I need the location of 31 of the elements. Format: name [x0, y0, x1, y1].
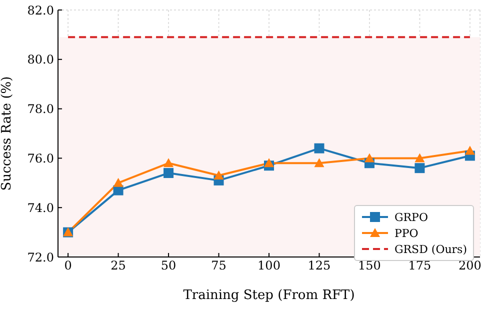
x-tick-label: 150: [358, 258, 381, 273]
x-tick-label: 50: [160, 258, 176, 273]
y-tick-label: 72.0: [27, 250, 54, 264]
point: [164, 168, 174, 178]
x-tick-label: 0: [64, 258, 72, 273]
point: [214, 170, 224, 180]
legend-label: GRPO: [394, 210, 428, 224]
y-tick-label: 80.0: [27, 52, 54, 67]
x-axis-title: Training Step (From RFT): [183, 288, 355, 303]
point: [414, 163, 425, 174]
x-tick-label: 25: [110, 258, 126, 273]
point: [314, 143, 324, 154]
point: [314, 158, 324, 168]
x-tick-label: 200: [458, 258, 482, 273]
point: [414, 153, 425, 162]
point: [364, 153, 374, 162]
point: [264, 158, 274, 168]
x-tick-label: 175: [408, 258, 432, 273]
point: [113, 178, 124, 187]
y-tick-label: 82.0: [27, 3, 54, 18]
y-axis-title: Success Rate (%): [0, 76, 15, 191]
point: [164, 158, 174, 168]
legend-label: PPO: [394, 226, 418, 240]
x-tick-label: 100: [258, 258, 280, 273]
y-tick-label: 78.0: [27, 102, 54, 116]
y-tick-label: 74.0: [27, 200, 54, 215]
legend-label: GRSD (Ours): [394, 242, 467, 256]
y-tick-label: 76.0: [27, 151, 54, 166]
point: [464, 146, 475, 155]
x-tick-label: 125: [308, 258, 331, 273]
x-tick-label: 75: [211, 258, 226, 273]
